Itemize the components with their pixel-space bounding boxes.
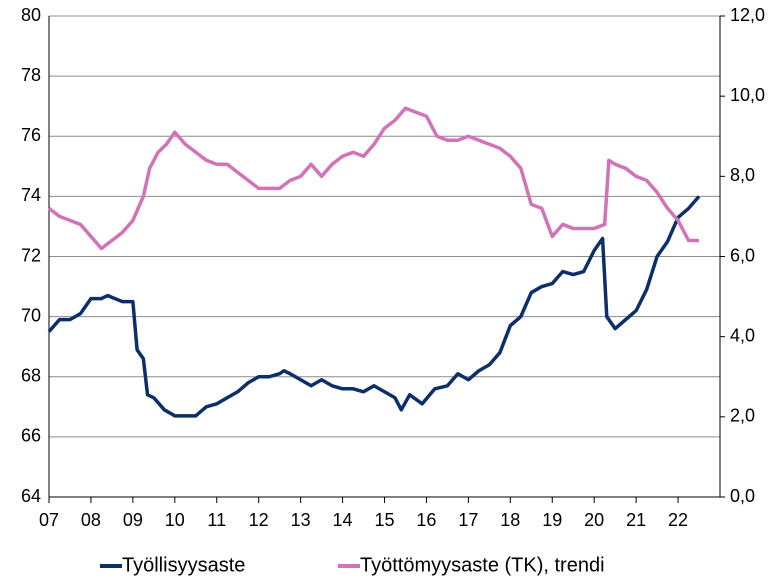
x-tick-label: 19 <box>542 510 562 530</box>
y2-tick-label: 0,0 <box>730 486 755 506</box>
y2-tick-label: 8,0 <box>730 165 755 185</box>
x-tick-label: 14 <box>333 510 353 530</box>
y-tick-label: 72 <box>21 245 41 265</box>
legend-label: Työllisyysaste <box>122 554 245 576</box>
x-tick-label: 17 <box>458 510 478 530</box>
y-tick-label: 68 <box>21 366 41 386</box>
x-tick-label: 09 <box>123 510 143 530</box>
y-tick-label: 64 <box>21 486 41 506</box>
x-tick-label: 22 <box>668 510 688 530</box>
x-tick-label: 12 <box>249 510 269 530</box>
y-tick-label: 80 <box>21 5 41 25</box>
y-tick-label: 76 <box>21 125 41 145</box>
x-tick-label: 07 <box>39 510 59 530</box>
y2-tick-label: 2,0 <box>730 406 755 426</box>
y2-tick-label: 10,0 <box>730 85 765 105</box>
x-tick-label: 10 <box>165 510 185 530</box>
y2-tick-label: 12,0 <box>730 5 765 25</box>
y-tick-label: 66 <box>21 426 41 446</box>
y-tick-label: 74 <box>21 185 41 205</box>
x-tick-label: 08 <box>81 510 101 530</box>
y-tick-label: 78 <box>21 65 41 85</box>
y2-tick-label: 6,0 <box>730 245 755 265</box>
series-line <box>47 106 700 251</box>
x-tick-label: 13 <box>291 510 311 530</box>
y-tick-label: 70 <box>21 305 41 325</box>
x-tick-label: 21 <box>626 510 646 530</box>
y2-tick-label: 4,0 <box>730 325 755 345</box>
x-tick-label: 16 <box>416 510 436 530</box>
x-tick-label: 18 <box>500 510 520 530</box>
x-tick-label: 11 <box>207 510 226 530</box>
x-tick-label: 15 <box>374 510 394 530</box>
series-line <box>47 195 701 418</box>
legend-label: Työttömyysaste (TK), trendi <box>360 554 605 576</box>
x-tick-label: 20 <box>584 510 604 530</box>
